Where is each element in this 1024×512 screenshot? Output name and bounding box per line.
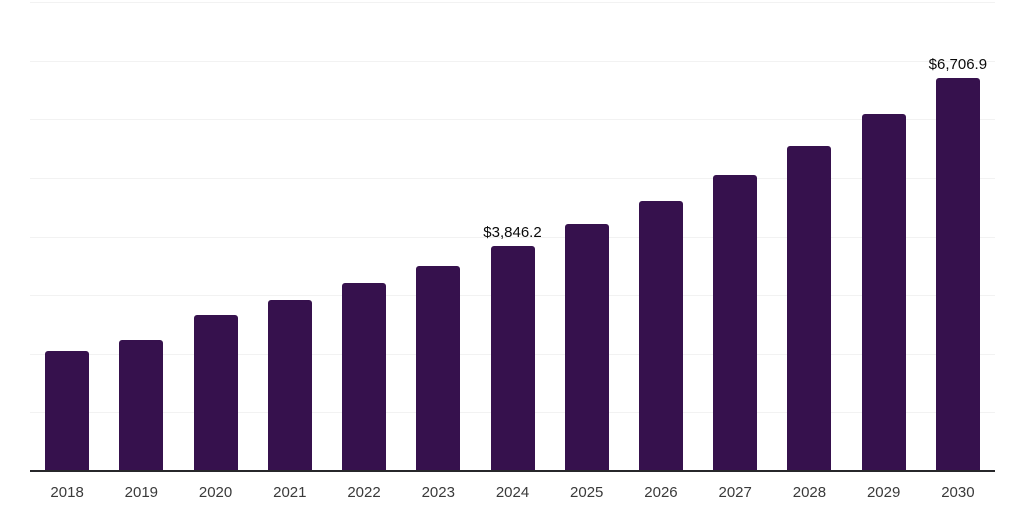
bar-2022[interactable] (342, 283, 387, 471)
plot-area: $3,846.2 $6,706.9 (30, 2, 995, 471)
value-label-2030: $6,706.9 (928, 55, 988, 73)
bar-2027[interactable] (713, 174, 758, 471)
x-tick-2021: 2021 (273, 484, 307, 501)
x-tick-2020: 2020 (198, 484, 233, 501)
x-tick-2018: 2018 (50, 484, 84, 501)
x-tick-2028: 2028 (792, 484, 827, 501)
x-tick-2023: 2023 (421, 484, 455, 501)
bar-2028[interactable] (787, 146, 832, 471)
bar-2029[interactable] (861, 113, 906, 471)
x-tick-2024: 2024 (495, 484, 530, 501)
gridline-8000 (30, 2, 995, 3)
x-tick-2025: 2025 (570, 484, 604, 501)
x-tick-2022: 2022 (347, 484, 381, 501)
bar-2021[interactable] (267, 300, 312, 471)
bar-2018[interactable] (45, 350, 90, 471)
x-tick-2030: 2030 (941, 484, 975, 501)
x-tick-2029: 2029 (866, 484, 901, 501)
x-tick-2027: 2027 (718, 484, 752, 501)
bar-2020[interactable] (193, 315, 238, 471)
x-tick-2019: 2019 (124, 484, 159, 501)
x-axis-line (30, 470, 995, 472)
bar-2023[interactable] (416, 265, 461, 471)
bar-2019[interactable] (119, 339, 164, 471)
bar-2030[interactable] (935, 77, 980, 471)
bar-2026[interactable] (638, 200, 683, 471)
x-tick-2026: 2026 (644, 484, 678, 501)
gridline-5000 (30, 177, 995, 179)
gridline-6000 (30, 119, 995, 121)
value-label-2024: $3,846.2 (483, 223, 542, 241)
gridline-4000 (30, 236, 995, 238)
gridline-7000 (30, 60, 995, 62)
bar-2024[interactable] (490, 245, 535, 471)
bar-2025[interactable] (564, 224, 609, 471)
